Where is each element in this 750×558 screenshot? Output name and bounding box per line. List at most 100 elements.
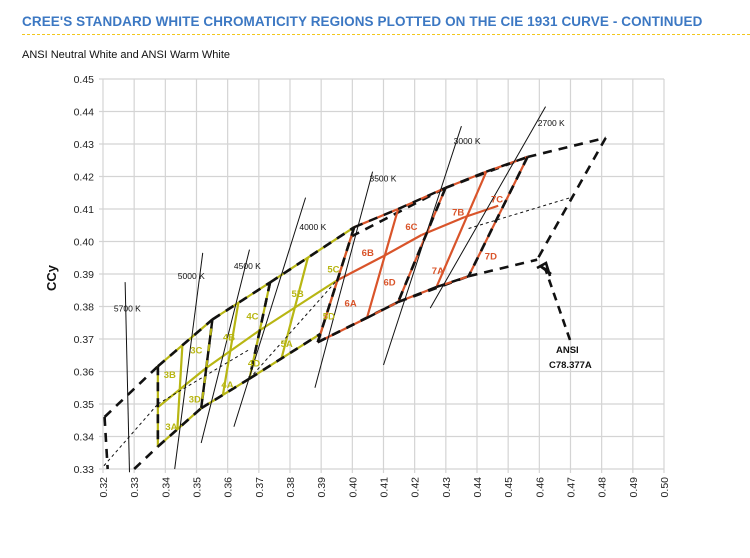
ansi-upper-edge	[269, 226, 355, 284]
ansi-separator	[316, 226, 356, 343]
bin-label: 5D	[323, 312, 335, 323]
ansi-upper-edge	[211, 281, 271, 321]
ansi-upper-edge	[445, 170, 487, 189]
annotation-line-2: C78.377A	[549, 360, 592, 371]
x-tick-label: 0.41	[379, 477, 391, 498]
neutral-bin-edge	[200, 377, 251, 410]
bin-label: 4A	[221, 380, 233, 391]
bin-label: 3C	[190, 346, 202, 357]
y-tick-label: 0.41	[74, 204, 95, 216]
x-tick-label: 0.50	[659, 477, 671, 498]
x-tick-label: 0.38	[285, 477, 297, 498]
bin-label: 4C	[246, 312, 258, 323]
bin-label: 7A	[432, 266, 444, 277]
isotherm-label: 3500 K	[369, 173, 396, 183]
isotherm-line	[233, 197, 307, 427]
y-tick-label: 0.44	[74, 107, 95, 119]
bin-label: 7B	[452, 208, 464, 219]
bin-label: 3A	[165, 422, 177, 433]
ansi-upper-edge	[157, 318, 214, 368]
annotation-arrow	[543, 267, 572, 341]
y-axis-ticks: 0.33 0.34 0.35 0.36 0.37 0.38 0.39 0.40 0.41 0.42…	[74, 74, 95, 476]
ansi-center-line	[249, 280, 338, 379]
bin-label: 3B	[164, 370, 176, 381]
bin-label: 7D	[485, 251, 497, 262]
y-tick-label: 0.45	[74, 74, 95, 86]
y-tick-label: 0.34	[74, 432, 95, 444]
bin-label: 5A	[281, 339, 293, 350]
bin-label: 5B	[292, 289, 304, 300]
ansi-lower-edge	[436, 275, 469, 289]
isotherm-line	[124, 282, 130, 473]
x-tick-label: 0.43	[441, 477, 453, 498]
isotherm-label: 2700 K	[538, 118, 565, 128]
y-tick-label: 0.40	[74, 237, 95, 249]
annotation-arrowhead-icon	[536, 261, 552, 277]
neutral-bin-edge	[176, 345, 184, 430]
bin-label: 4D	[248, 359, 260, 370]
neutral-bin-edge	[280, 257, 309, 359]
ansi-5700k-edge	[103, 416, 109, 470]
warm-bin-edge	[365, 208, 400, 319]
ansi-lower-edge	[366, 300, 399, 319]
x-tick-label: 0.35	[192, 477, 204, 498]
x-tick-label: 0.37	[254, 477, 266, 498]
bin-label: 7C	[491, 195, 503, 206]
ansi-upper-edge	[397, 186, 447, 211]
warm-bin-edge	[464, 204, 499, 219]
bin-label: 6B	[362, 248, 374, 259]
warm-bin-edge	[421, 216, 465, 237]
warm-bin-edge	[435, 171, 488, 288]
ansi-center-line	[103, 403, 159, 467]
x-tick-label: 0.48	[597, 477, 609, 498]
y-axis-label: CCy	[44, 264, 59, 291]
ansi-5700k-edge	[133, 445, 159, 470]
ansi-lower-edge	[157, 407, 202, 448]
ansi-upper-edge	[353, 207, 399, 229]
bin-label: 4B	[223, 333, 235, 344]
ansi-center-line	[468, 197, 571, 229]
isotherm-label: 4500 K	[234, 261, 261, 271]
warm-bin-edge	[382, 234, 423, 258]
x-tick-label: 0.36	[223, 477, 235, 498]
ansi-upper-edge	[485, 155, 528, 173]
annotation-line-1: ANSI	[556, 345, 579, 356]
ansi-lower-edge	[248, 332, 322, 380]
x-tick-label: 0.47	[566, 477, 578, 498]
bin-label: 3D	[189, 394, 201, 405]
ansi-separator	[536, 137, 607, 261]
isotherm-lines: 5700 K 5000 K 4500 K 4000 K 3500 K 3000 K 2700…	[114, 106, 565, 473]
x-tick-label: 0.45	[503, 477, 515, 498]
grid	[99, 78, 665, 473]
x-tick-label: 0.44	[472, 477, 484, 498]
page-title: CREE'S STANDARD WHITE CHROMATICITY REGIO…	[22, 14, 703, 29]
y-tick-label: 0.43	[74, 139, 95, 151]
ansi-separator	[248, 282, 272, 379]
neutral-bin-edge	[221, 302, 240, 396]
ansi-separator	[467, 156, 529, 277]
isotherm-label: 4000 K	[299, 222, 326, 232]
y-tick-label: 0.42	[74, 172, 95, 184]
chart-subtitle: ANSI Neutral White and ANSI Warm White	[22, 49, 231, 61]
bin-label: 6C	[405, 222, 417, 233]
y-tick-label: 0.33	[74, 464, 95, 476]
isotherm-line	[314, 171, 374, 388]
isotherm-label: 5700 K	[114, 303, 141, 313]
isotherm-label: 5000 K	[178, 271, 205, 281]
y-tick-label: 0.38	[74, 302, 95, 314]
y-tick-label: 0.36	[74, 367, 95, 379]
neutral-bin-edge	[157, 367, 207, 409]
x-tick-label: 0.42	[410, 477, 422, 498]
y-tick-label: 0.35	[74, 399, 95, 411]
bin-grid	[156, 155, 529, 448]
ansi-separator	[397, 187, 447, 303]
x-tick-label: 0.46	[534, 477, 546, 498]
x-axis-ticks: 0.32 0.33 0.34 0.35 0.36 0.37 0.38 0.39 0.40 0.41…	[98, 477, 671, 498]
x-tick-label: 0.39	[316, 477, 328, 498]
x-tick-label: 0.49	[628, 477, 640, 498]
isotherm-label: 3000 K	[454, 136, 481, 146]
isotherm-line	[200, 249, 250, 444]
x-tick-label: 0.40	[347, 477, 359, 498]
bin-label: 6D	[384, 277, 396, 288]
